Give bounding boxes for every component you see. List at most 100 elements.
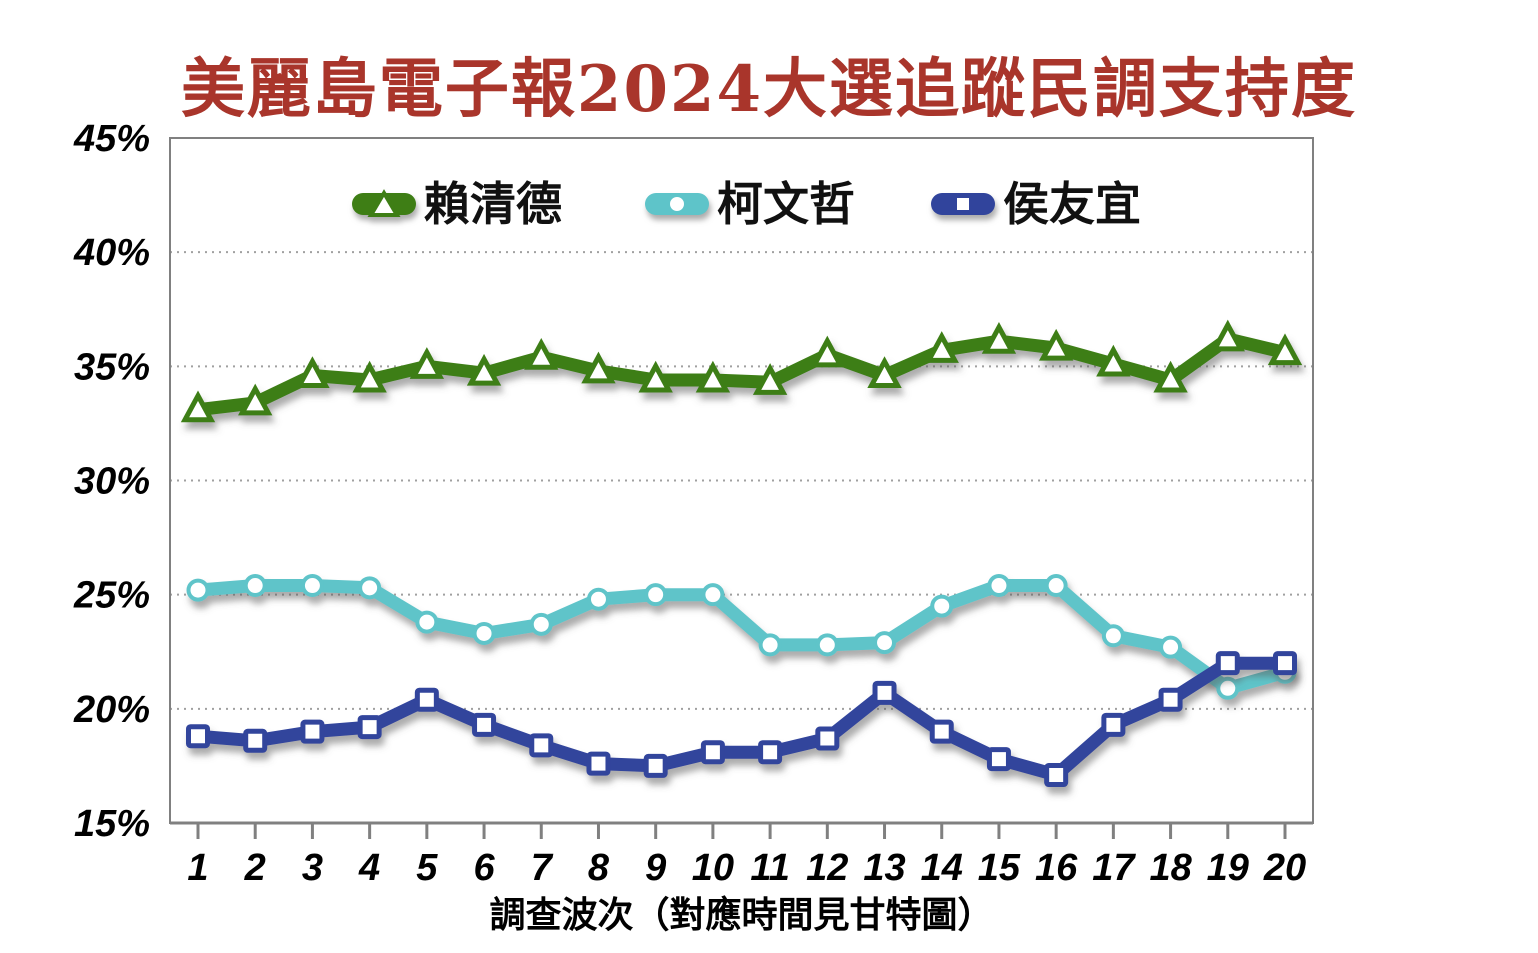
legend-item-ko: 柯文哲 [645, 176, 855, 232]
series-hou [186, 651, 1297, 788]
hou-marker-14 [929, 719, 954, 744]
x-tick-label-17: 17 [1092, 847, 1136, 889]
x-tick-label-1: 1 [187, 847, 208, 889]
legend-item-lai: 賴清德 [352, 176, 562, 232]
hou-marker-13 [872, 680, 897, 705]
ko-marker-16 [1044, 574, 1068, 598]
x-axis-title: 調查波次（對應時間見甘特圖） [489, 894, 994, 935]
hou-marker-18 [1158, 687, 1183, 712]
x-tick-label-2: 2 [244, 847, 266, 889]
lai-marker-17 [1096, 344, 1131, 377]
hou-marker-16 [1044, 763, 1069, 788]
x-tick-label-5: 5 [416, 847, 438, 889]
x-tick-label-14: 14 [921, 847, 963, 889]
legend-item-hou: 侯友宜 [931, 176, 1141, 232]
hou-marker-10 [700, 740, 725, 765]
lai-marker-15 [981, 321, 1017, 354]
lai-marker-9 [638, 360, 673, 393]
ko-marker-15 [987, 574, 1011, 598]
ko-marker-14 [930, 594, 954, 618]
lai-marker-4 [352, 360, 387, 393]
hou-marker-6 [472, 712, 497, 737]
lai-marker-6 [466, 353, 502, 386]
x-tick-label-8: 8 [588, 847, 610, 889]
x-tick-label-4: 4 [358, 847, 380, 889]
hou-marker-9 [643, 753, 668, 778]
lai-marker-19 [1210, 319, 1245, 352]
ko-marker-2 [243, 574, 267, 598]
hou-marker-15 [986, 747, 1011, 772]
ko-marker-11 [758, 633, 782, 657]
x-tick-label-19: 19 [1207, 847, 1249, 889]
y-tick-label-40: 40% [73, 232, 150, 274]
x-tick-label-18: 18 [1149, 847, 1192, 889]
ko-line-swatch [645, 176, 709, 232]
y-tick-label-45: 45% [73, 118, 150, 160]
hou-marker-8 [586, 751, 611, 776]
lai-marker-10 [695, 360, 731, 393]
x-tick-label-15: 15 [978, 847, 1021, 889]
hou-marker-1 [186, 724, 210, 749]
ko-marker-13 [873, 631, 897, 655]
lai-marker-16 [1038, 328, 1074, 361]
hou-marker-20 [1273, 651, 1297, 676]
ko-marker-7 [529, 612, 553, 636]
lai-line [191, 332, 1292, 417]
ko-marker-17 [1101, 624, 1125, 648]
ko-marker-1 [186, 578, 210, 602]
hou-marker-11 [758, 740, 783, 765]
ko-marker-4 [358, 576, 382, 600]
lai-marker-14 [924, 331, 959, 363]
hou-marker-12 [815, 726, 840, 751]
hou-marker-19 [1215, 651, 1240, 676]
hou-marker-3 [300, 719, 325, 744]
x-tick-label-16: 16 [1035, 847, 1078, 889]
x-tick-label-13: 13 [863, 847, 905, 889]
ko-marker-6 [472, 621, 496, 645]
y-tick-label-15: 15% [74, 803, 150, 845]
square-marker-icon [953, 194, 973, 214]
plot-border [169, 137, 1314, 824]
legend-label-lai: 賴清德 [424, 178, 562, 230]
lai-marker-13 [867, 356, 902, 388]
ko-marker-3 [300, 574, 324, 598]
x-tick-label-6: 6 [473, 847, 495, 889]
x-tick-label-9: 9 [645, 847, 666, 889]
y-tick-label-30: 30% [74, 461, 150, 503]
y-tick-label-35: 35% [74, 346, 150, 388]
hou-marker-4 [357, 715, 382, 740]
triangle-marker-icon [367, 189, 401, 217]
lai-marker-18 [1153, 360, 1188, 393]
lai-line-swatch [352, 176, 416, 232]
chart-title: 美麗島電子報2024大選追蹤民調支持度 [180, 52, 1358, 127]
lai-marker-3 [295, 356, 330, 388]
lai-marker-7 [524, 337, 559, 370]
x-tick-label-20: 20 [1263, 847, 1306, 889]
x-tick-label-11: 11 [750, 847, 789, 889]
legend-label-hou: 侯友宜 [1003, 178, 1141, 230]
ko-marker-10 [701, 583, 725, 607]
hou-marker-5 [414, 687, 439, 712]
x-tick-label-3: 3 [302, 847, 323, 889]
hou-marker-7 [529, 733, 554, 758]
hou-line-swatch [931, 176, 995, 232]
legend-label-ko: 柯文哲 [717, 178, 855, 230]
ko-marker-9 [644, 583, 668, 607]
ko-marker-12 [815, 633, 839, 657]
y-tick-label-20: 20% [73, 689, 150, 731]
hou-marker-17 [1101, 712, 1126, 737]
series-ko [186, 574, 1297, 700]
circle-marker-icon [666, 193, 688, 215]
ko-marker-19 [1216, 676, 1240, 700]
lai-marker-8 [581, 351, 616, 384]
x-tick-label-7: 7 [531, 847, 554, 889]
lai-marker-1 [180, 390, 216, 423]
series-lai [180, 319, 1303, 423]
hou-marker-2 [243, 728, 268, 753]
lai-marker-12 [810, 335, 845, 368]
ko-marker-8 [586, 587, 610, 611]
ko-marker-18 [1159, 635, 1183, 659]
x-tick-label-12: 12 [806, 847, 848, 889]
